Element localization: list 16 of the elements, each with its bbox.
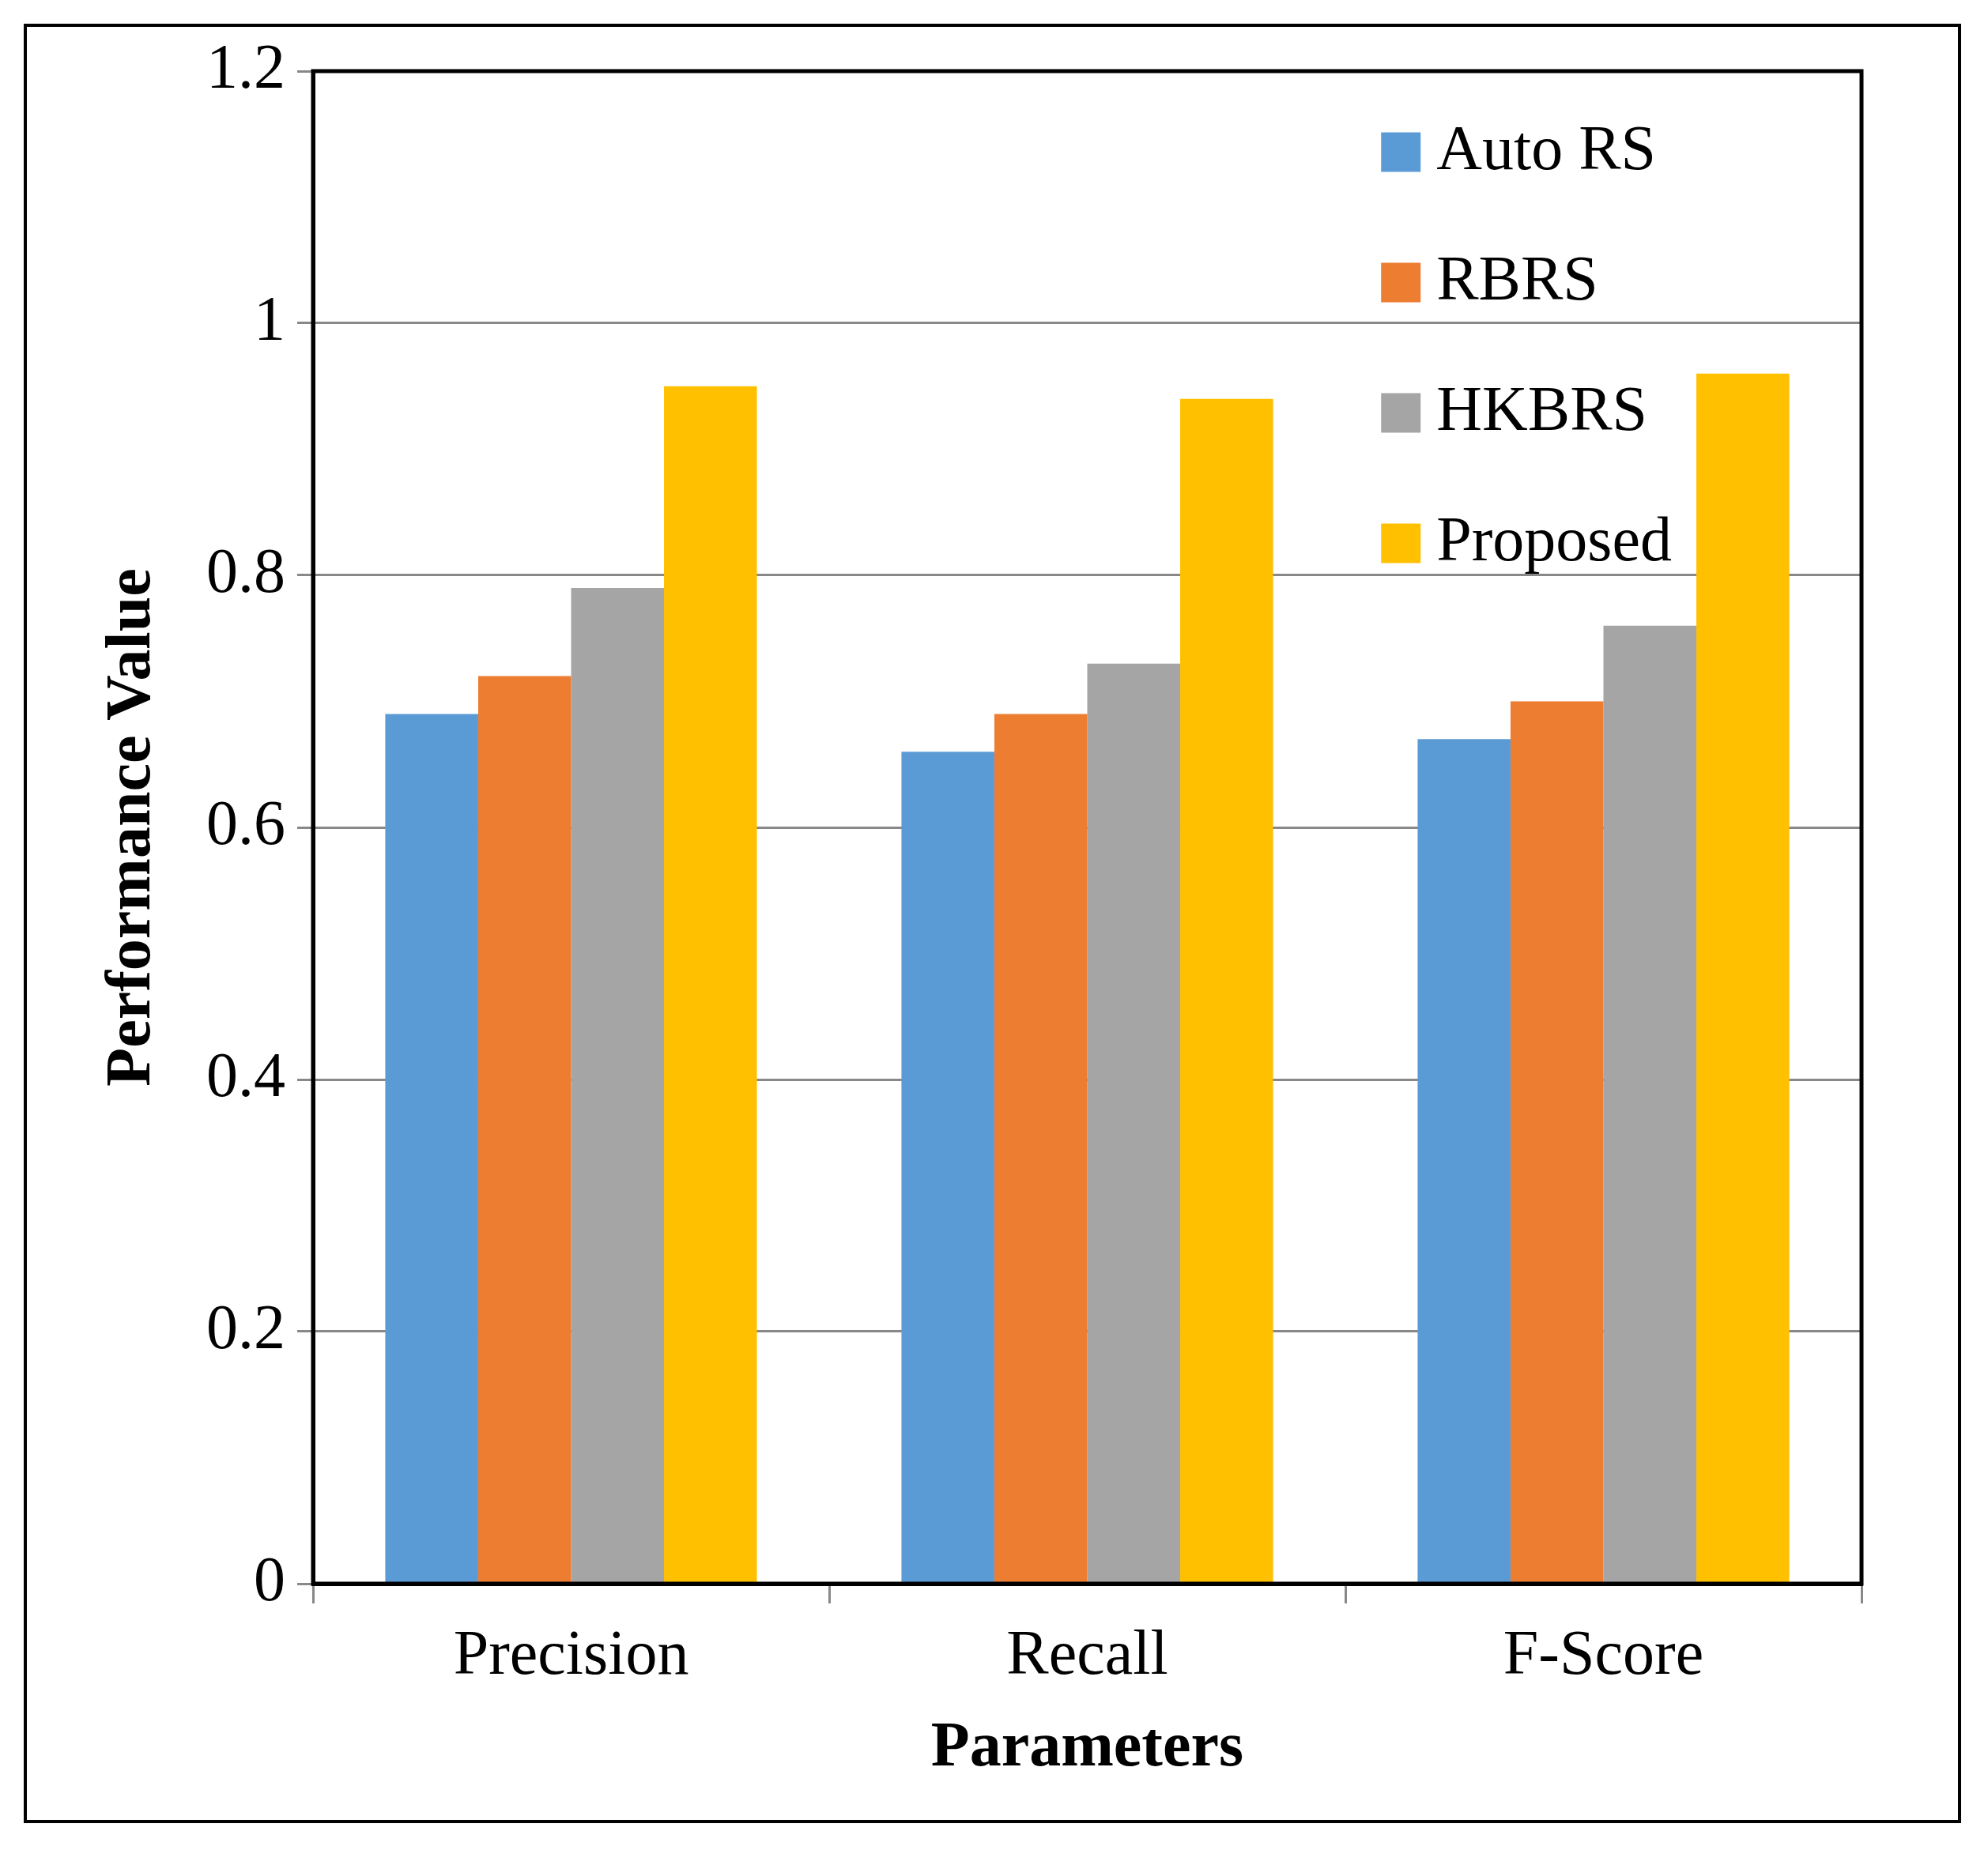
- x-tick-label: Precision: [453, 1618, 689, 1688]
- legend-label: Proposed: [1436, 503, 1673, 574]
- y-tick-label: 0.8: [206, 536, 285, 606]
- legend-label: RBRS: [1436, 243, 1598, 313]
- legend-label: HKBRS: [1436, 373, 1647, 443]
- x-axis-title: Parameters: [930, 1709, 1244, 1779]
- y-tick-label: 0.2: [206, 1292, 285, 1362]
- y-tick-label: 0.6: [206, 788, 285, 858]
- y-axis-title: Performance Value: [92, 568, 163, 1087]
- y-tick-label: 1: [254, 284, 285, 354]
- x-tick-label: Recall: [1006, 1618, 1168, 1688]
- y-tick-label: 0.4: [206, 1040, 285, 1110]
- x-tick-label: F-Score: [1503, 1618, 1704, 1688]
- y-tick-label: 1.2: [206, 32, 285, 102]
- y-tick-label: 0: [254, 1544, 285, 1615]
- legend-label: Auto RS: [1436, 112, 1657, 183]
